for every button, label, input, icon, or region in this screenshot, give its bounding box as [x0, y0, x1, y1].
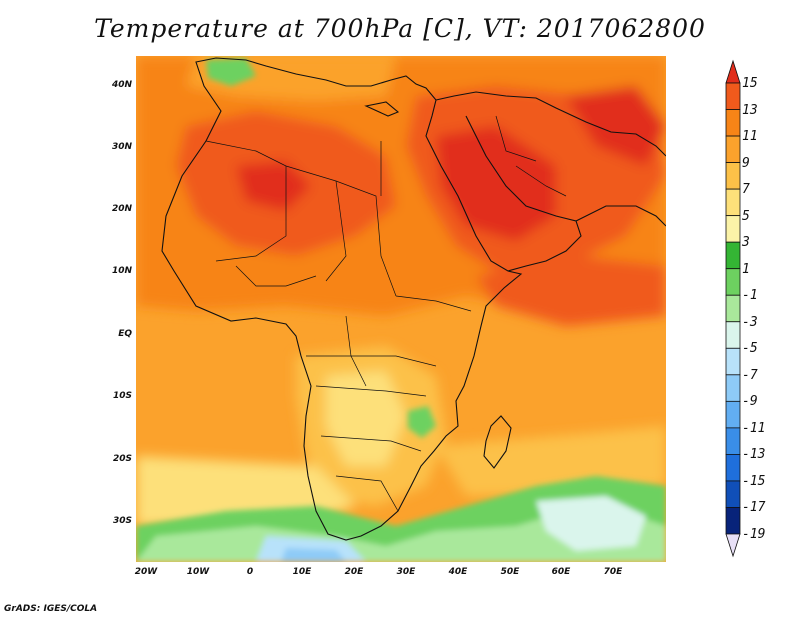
x-tick-label: 20E [344, 567, 364, 577]
colorbar-label: -1 [742, 288, 758, 304]
greece-coastline [364, 101, 400, 117]
y-tick-label: 20N [111, 204, 132, 214]
colorbar-label: -7 [742, 367, 758, 383]
iran-coastline [575, 205, 666, 227]
country-borders [205, 115, 567, 512]
colorbar-swatch [725, 454, 741, 482]
grads-credit: GrADS: IGES/COLA [4, 604, 98, 614]
colorbar-swatch [725, 374, 741, 402]
colorbar-swatch [725, 268, 741, 296]
colorbar-swatch [725, 109, 741, 137]
x-tick-label: 60E [551, 567, 571, 577]
colorbar-label: 9 [742, 155, 750, 171]
colorbar-swatch [725, 507, 741, 535]
colorbar-bottom-arrow [725, 533, 741, 558]
colorbar-top-arrow [725, 59, 741, 84]
y-tick-label: 30S [112, 516, 132, 526]
africa-coastline [161, 57, 523, 541]
y-tick-label: 10S [112, 391, 132, 401]
colorbar-label: 11 [742, 129, 758, 145]
y-tick-label: 40N [111, 80, 132, 90]
colorbar-label: 7 [742, 182, 750, 198]
colorbar-swatch [725, 188, 741, 217]
colorbar-label: -19 [742, 527, 766, 542]
x-tick-label: 0 [246, 567, 254, 577]
colorbar-swatch [725, 321, 741, 349]
y-tick-label: 20S [112, 454, 132, 464]
y-tick-label: EQ [118, 329, 132, 339]
colorbar-swatch [725, 294, 741, 323]
colorbar-swatch [725, 427, 741, 455]
temperature-map [136, 56, 666, 562]
colorbar-label: 1 [742, 261, 750, 277]
y-tick-label: 30N [111, 142, 132, 152]
colorbar-label: -17 [742, 500, 766, 516]
colorbar-swatch [725, 347, 741, 376]
x-tick-label: 70E [603, 567, 623, 577]
colorbar-label: 13 [742, 102, 758, 118]
colorbar-swatch [725, 162, 741, 190]
x-tick-label: 20W [134, 567, 158, 577]
colorbar-label: -5 [742, 341, 758, 357]
x-tick-label: 10W [186, 567, 210, 577]
x-tick-label: 30E [396, 567, 416, 577]
colorbar-label: 3 [742, 235, 750, 251]
colorbar-label: -15 [742, 473, 766, 489]
x-tick-label: 10E [292, 567, 312, 577]
x-tick-label: 40E [448, 567, 468, 577]
temperature-field [136, 56, 666, 562]
map-title: Temperature at 700hPa [C], VT: 201706280… [94, 14, 706, 43]
colorbar-label: -3 [742, 314, 758, 330]
madagascar-coastline [483, 415, 512, 469]
x-tick-label: 50E [500, 567, 520, 577]
colorbar-swatch [725, 480, 741, 508]
colorbar-label: -11 [742, 420, 766, 436]
colorbar-swatch [725, 135, 741, 163]
colorbar-swatch [725, 82, 741, 110]
colorbar-label: -9 [742, 394, 758, 410]
colorbar-label: -13 [742, 447, 766, 463]
colorbar-swatch [725, 241, 741, 270]
asia-coastline [435, 91, 666, 157]
colorbar-label: 15 [742, 76, 758, 91]
colorbar-label: 5 [742, 208, 750, 224]
colorbar-swatch [725, 215, 741, 243]
y-tick-label: 10N [111, 266, 132, 276]
coastlines [161, 57, 666, 541]
colorbar-swatch [725, 400, 741, 429]
